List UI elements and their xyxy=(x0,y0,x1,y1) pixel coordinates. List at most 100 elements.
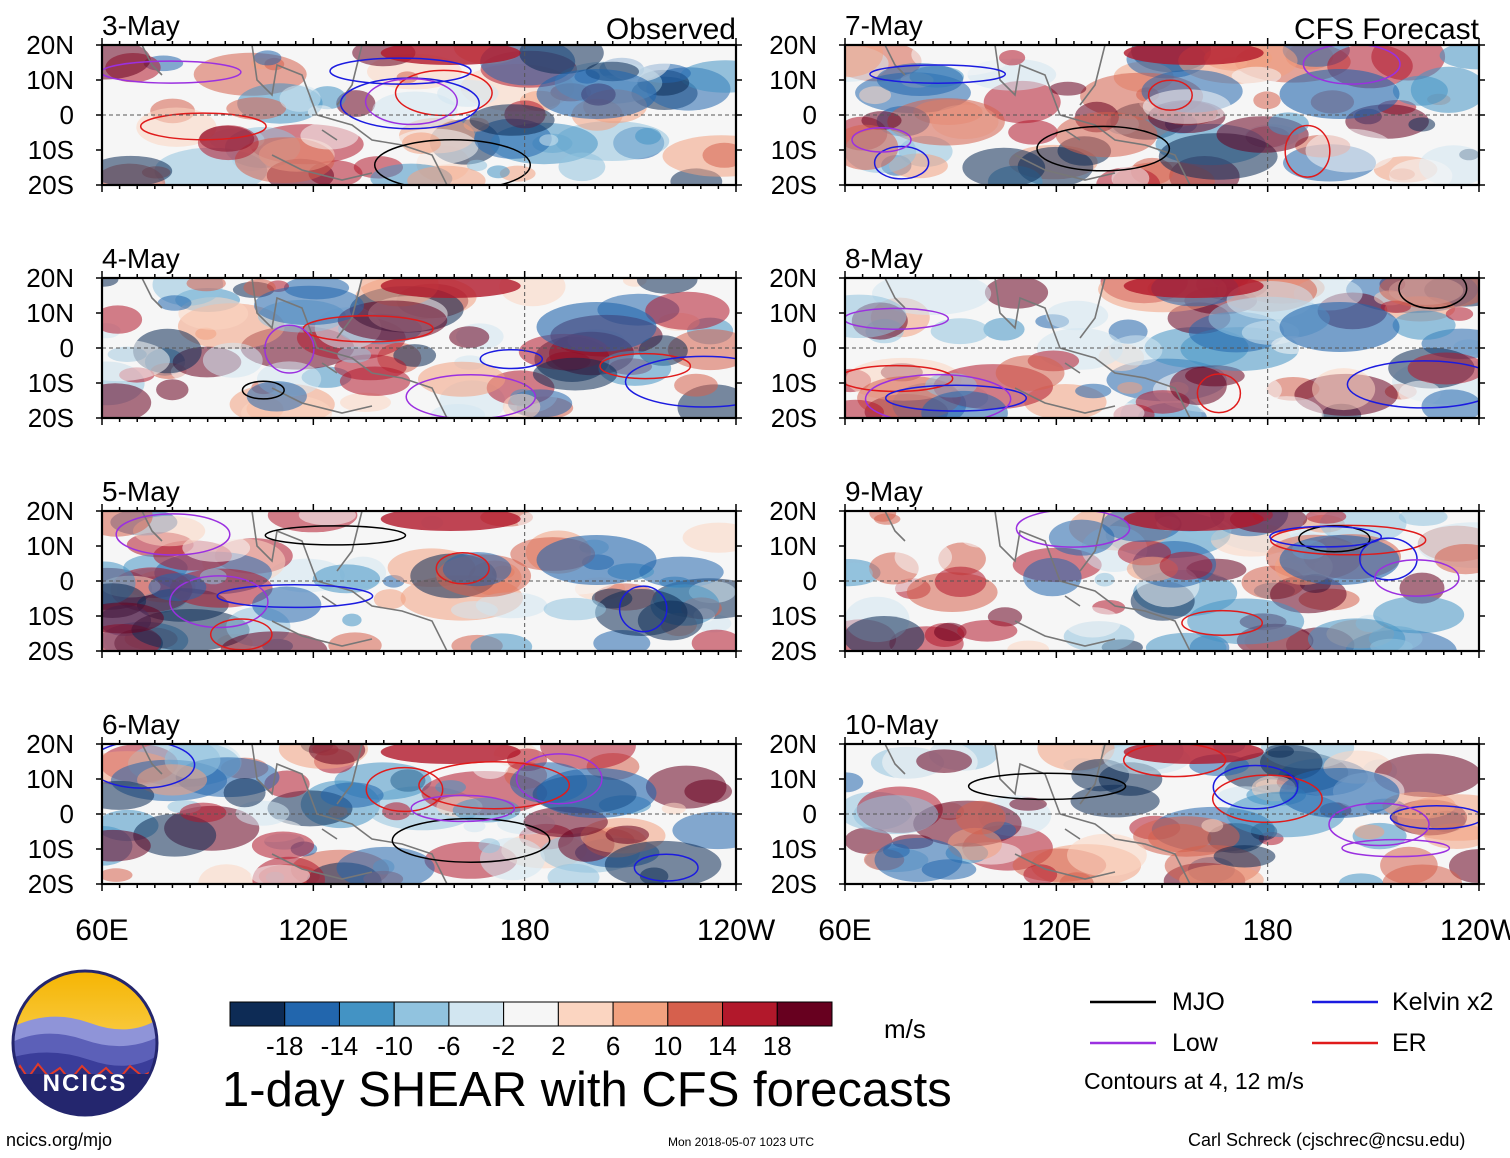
panel-group-label: CFS Forecast xyxy=(1294,13,1480,46)
shear-cell xyxy=(1142,89,1231,124)
shear-cell xyxy=(253,50,282,66)
shear-cell xyxy=(1064,607,1121,638)
shear-cell xyxy=(536,302,657,352)
contour-line xyxy=(1374,559,1460,597)
coastline xyxy=(141,511,448,651)
shear-cell xyxy=(243,279,276,297)
chart-title: 1-day SHEAR with CFS forecasts xyxy=(222,1063,952,1117)
y-tick-label: 20S xyxy=(771,403,817,433)
y-tick-label: 0 xyxy=(60,100,74,130)
shear-cell xyxy=(321,620,350,633)
contour-line xyxy=(1036,125,1171,172)
contour-line xyxy=(264,324,315,374)
shear-cell xyxy=(1373,596,1465,634)
colorbar-tick-label: -10 xyxy=(375,1031,413,1061)
y-tick-label: 20S xyxy=(28,403,74,433)
colorbar-swatch xyxy=(722,1001,778,1027)
shear-cell xyxy=(223,778,266,808)
contour-line xyxy=(873,145,930,180)
shear-cell xyxy=(887,98,1005,146)
shear-cell xyxy=(604,840,722,884)
contour-line xyxy=(1181,609,1264,636)
legend-label-low: Low xyxy=(1172,1029,1218,1057)
y-tick-label: 10S xyxy=(28,834,74,864)
shear-cell xyxy=(226,97,287,120)
contour-line xyxy=(102,60,242,84)
shear-cell xyxy=(1305,511,1347,524)
y-tick-label: 10N xyxy=(769,65,817,95)
footer-url-link[interactable]: ncics.org/mjo xyxy=(6,1130,113,1150)
y-tick-label: 10S xyxy=(28,368,74,398)
panels-group: 20N 10N 0 10S 20S 3-May Observed 20N 10N 0 10S 20S 4… xyxy=(26,10,1485,899)
contour-line xyxy=(365,766,444,813)
shear-cell xyxy=(536,535,657,585)
shear-cell xyxy=(437,79,499,107)
shear-cell xyxy=(876,63,964,96)
shear-cell xyxy=(1265,744,1294,758)
shear-cell xyxy=(1338,873,1384,884)
shear-cell xyxy=(558,152,606,182)
contour-line xyxy=(599,352,692,380)
shear-cell xyxy=(1123,278,1264,298)
shear-cell xyxy=(536,69,657,119)
shear-cell xyxy=(539,134,559,146)
shear-cell xyxy=(102,278,119,287)
shear-cell xyxy=(845,616,925,651)
colorbar-tick-label: -2 xyxy=(492,1031,515,1061)
colorbar-swatch xyxy=(338,1001,395,1027)
shear-cell xyxy=(102,155,173,185)
shear-cell xyxy=(598,350,672,386)
shear-cell xyxy=(298,511,356,526)
footer-credit: Carl Schreck (cjschrec@ncsu.edu) xyxy=(1188,1130,1466,1150)
contour-line xyxy=(216,584,374,609)
colorbar-swatch xyxy=(612,1001,669,1027)
shear-cell xyxy=(195,327,217,340)
y-tick-label: 10N xyxy=(26,65,74,95)
shear-cell xyxy=(478,838,501,854)
y-tick-label: 10S xyxy=(28,135,74,165)
coastline xyxy=(884,744,1191,884)
shear-cell xyxy=(442,552,512,587)
shear-cell xyxy=(430,404,485,418)
shear-cell xyxy=(1305,128,1396,173)
colorbar-swatch xyxy=(557,1001,614,1027)
shear-cell xyxy=(502,393,541,418)
shear-cell xyxy=(536,768,657,818)
x-tick-label: 180 xyxy=(1243,914,1293,947)
shear-cell xyxy=(1008,120,1058,145)
y-tick-label: 0 xyxy=(803,566,817,596)
contour-line xyxy=(410,794,516,823)
x-tick-label: 120E xyxy=(1021,914,1091,947)
shear-cell xyxy=(916,749,972,773)
shear-cell xyxy=(1123,45,1264,65)
shear-cell xyxy=(853,795,939,835)
y-tick-label: 20S xyxy=(771,170,817,200)
contour-line xyxy=(884,384,1028,412)
contour-line xyxy=(139,112,267,141)
shear-cell xyxy=(874,837,963,882)
colorbar-tick-label: -18 xyxy=(266,1031,304,1061)
shear-cell xyxy=(102,45,151,80)
y-tick-label: 10N xyxy=(769,764,817,794)
shear-cell xyxy=(380,511,521,531)
shear-cell xyxy=(1434,544,1479,575)
shear-cell xyxy=(894,539,952,575)
y-tick-label: 20N xyxy=(26,496,74,526)
contour-line xyxy=(845,307,950,330)
shear-cell xyxy=(859,86,892,105)
contour-line xyxy=(418,760,571,810)
y-tick-label: 10S xyxy=(771,368,817,398)
shear-cell xyxy=(1213,845,1276,868)
panel-date-label: 9-May xyxy=(845,476,923,507)
shear-cell xyxy=(373,589,406,610)
colorbar: -18 -14 -10 -6 -2 2 6 10 14 18 xyxy=(229,1001,833,1061)
shear-cell xyxy=(466,159,488,172)
shear-cell xyxy=(1094,572,1115,587)
colorbar-swatch xyxy=(393,1001,450,1027)
shear-cell xyxy=(337,300,448,341)
shear-cell xyxy=(220,631,328,651)
y-tick-label: 0 xyxy=(60,333,74,363)
ncics-logo[interactable]: NCICS xyxy=(10,968,160,1118)
contour-line xyxy=(1147,79,1193,111)
